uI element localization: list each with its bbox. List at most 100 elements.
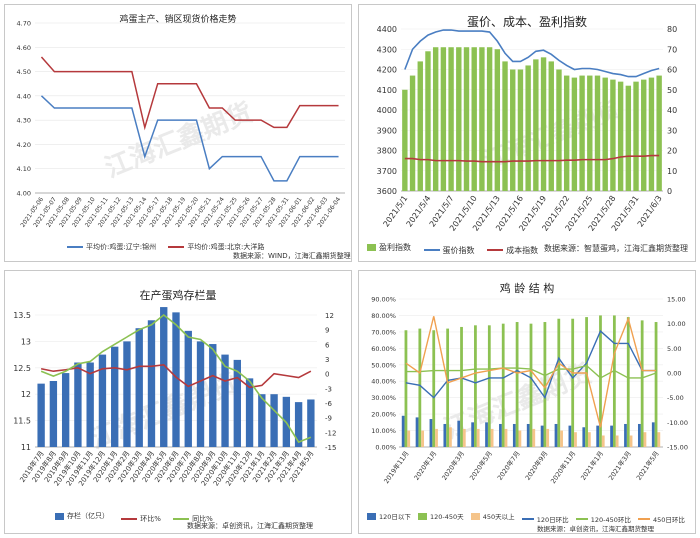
y-left-tick-label: 70.00% [371,328,396,336]
age-bar [526,423,530,447]
profit-bar [641,79,647,191]
y-left-tick-label: 4300 [377,45,397,54]
y-left-tick-label: 10.00% [371,427,396,435]
age-bar [657,432,661,447]
y-left-tick-label: 4000 [377,106,397,115]
y-right-tick-label: -10.00 [667,419,688,427]
age-bar [460,326,463,447]
age-bar [574,432,577,447]
profit-bar [587,75,593,191]
y-right-tick-label: 10.00 [667,320,686,328]
age-bar [654,322,658,447]
x-tick-label: 2021年5月 [634,449,661,482]
chart-panel-flock-age: 鸡 龄 结 构 江海汇鑫期货 90.00% 80.00% 70.00% 60.00% 5… [358,270,696,534]
chart-panel-spot-price: 鸡蛋主产、销区现货价格走势 江海汇鑫期货 4.70 4.60 4.50 4.40 4.3… [4,4,352,262]
y-left-tick-label: 12.5 [13,364,31,373]
legend-label: 环比% [140,514,161,523]
age-bar [432,330,436,447]
chart-legend: 存栏（亿只） 环比% 同比% [55,511,223,524]
age-bar [429,419,433,447]
age-bar [612,315,616,447]
y-right-tick-label: 70 [667,45,677,54]
series-line [40,313,312,444]
profit-bar [486,47,493,191]
series-line [405,364,657,379]
age-bar [546,428,550,447]
legend-label: 450日环比 [653,515,685,524]
y-left-tick-label: 80.00% [371,312,396,320]
y-left-tick-label: 4400 [377,25,397,34]
profit-bar [533,59,539,191]
y-right-tick-label: 50 [667,86,677,95]
age-bar [582,427,586,447]
profit-bar [510,69,516,191]
x-tick-label: 2020年1月 [412,449,439,482]
y-left-tick-label: 3600 [377,187,397,196]
y-right-tick-label: 9 [325,327,329,335]
inventory-bar [270,394,278,447]
inventory-bar [160,307,168,447]
inventory-bar [135,328,143,447]
inventory-bar [221,354,229,447]
inventory-bar [184,330,192,447]
inventory-bar [61,373,70,447]
age-bar [629,435,633,447]
profit-bar [432,47,439,191]
y-left-tick-label: 12 [21,390,31,399]
profit-bar [633,81,639,191]
profit-bar [479,47,485,191]
y-right-tick-label: 60 [667,66,677,75]
age-bar [499,423,502,447]
y-left-tick-label: 4100 [377,86,397,95]
legend-swatch [423,249,440,251]
y-tick-label: 4.10 [17,165,31,173]
chart-legend: 盈利指数 蛋价指数 成本指数 [367,242,548,256]
profit-bar [548,61,554,192]
profit-bar [617,81,624,191]
chart-title: 在产蛋鸡存栏量 [139,289,217,302]
series-line [40,56,339,131]
series-line [40,95,339,182]
y-right-tick-label: -9 [325,415,332,423]
y-left-tick-label: 11 [21,443,31,452]
legend-swatch [470,512,480,520]
series-line [404,154,660,163]
chart-panel-price-cost-profit: 蛋价、成本、盈利指数 江海汇鑫期货 4400430042004100400039… [358,4,696,262]
y-left-tick-label: 20.00% [371,411,396,419]
profit-bar [648,77,655,191]
profit-bar [456,47,462,191]
y-left-tick-label: 50.00% [371,361,396,369]
source-note: 数据来源：智慧蛋鸡，江海汇鑫期货整理 [544,244,688,253]
y-right-tick-label: 0 [325,371,329,379]
inventory-bar [294,402,303,447]
age-bar [490,428,494,447]
y-right-tick-label: 5.00 [667,345,681,353]
profit-bar [594,75,601,191]
age-bar [585,317,588,447]
age-bar [404,330,408,447]
profit-bar [563,75,570,191]
age-bar [474,325,477,447]
y-right-tick-label: 20 [667,147,677,156]
legend-swatch [367,512,376,520]
legend-swatch [367,244,376,251]
inventory-bar [98,354,107,447]
inventory-bar [172,312,180,447]
legend-swatch [168,246,185,248]
legend-label: 120日以下 [379,513,411,521]
age-bar [610,425,613,447]
age-bar [560,430,563,447]
chart-title: 鸡 龄 结 构 [499,282,555,295]
legend-swatch [55,512,64,520]
profit-bar [625,85,632,191]
age-bar [599,315,602,447]
x-tick-label: 2020年9月 [523,449,550,482]
legend-label: 120日环比 [536,515,569,524]
age-bar [462,428,466,447]
inventory-bar [147,320,156,447]
inventory-bar [37,383,45,447]
chart-title: 鸡蛋主产、销区现货价格走势 [119,15,237,25]
y-left-tick-label: 3800 [377,147,397,156]
source-note: 数据来源：卓创资讯，江海汇鑫期货整理 [537,525,654,533]
age-bar [615,435,619,447]
